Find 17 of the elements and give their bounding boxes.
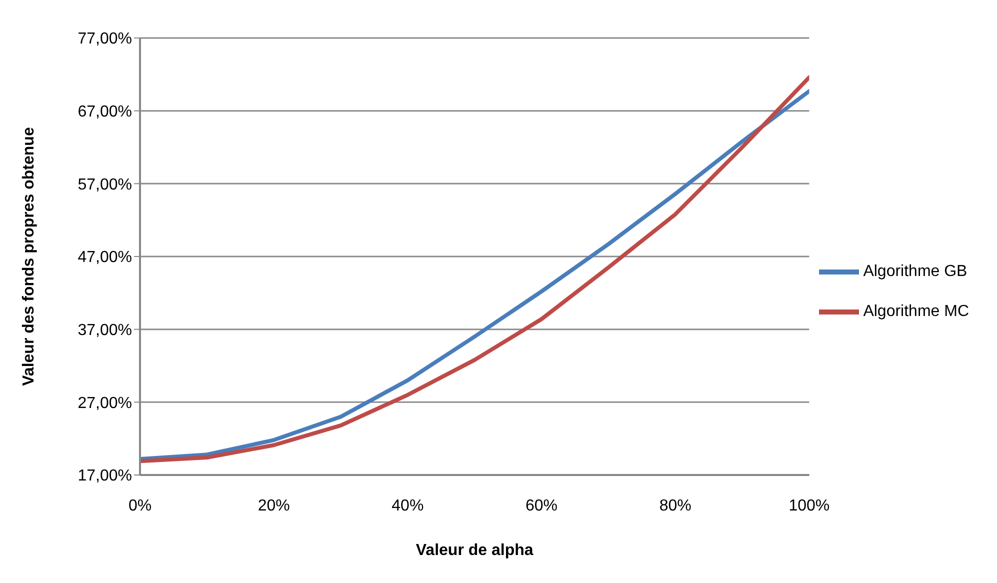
y-tick-label: 37,00%	[78, 322, 132, 340]
legend-label: Algorithme GB	[863, 262, 968, 280]
legend-label: Algorithme MC	[863, 302, 969, 320]
y-tick-label: 17,00%	[78, 468, 132, 485]
y-tick-label: 77,00%	[78, 30, 132, 48]
y-tick-label: 57,00%	[78, 176, 132, 194]
y-tick-label: 47,00%	[78, 249, 132, 266]
x-tick-label: 100%	[788, 497, 830, 514]
x-tick-label: 40%	[392, 497, 424, 514]
x-tick-label: 60%	[525, 497, 558, 514]
y-tick-label: 67,00%	[78, 104, 132, 121]
y-axis-title: Valeur des fonds propres obtenue	[20, 127, 38, 386]
x-tick-label: 0%	[128, 497, 152, 514]
x-axis-title: Valeur de alpha	[416, 542, 534, 559]
x-tick-label: 20%	[258, 497, 290, 514]
x-tick-label: 80%	[659, 497, 692, 514]
y-tick-label: 27,00%	[78, 394, 132, 412]
